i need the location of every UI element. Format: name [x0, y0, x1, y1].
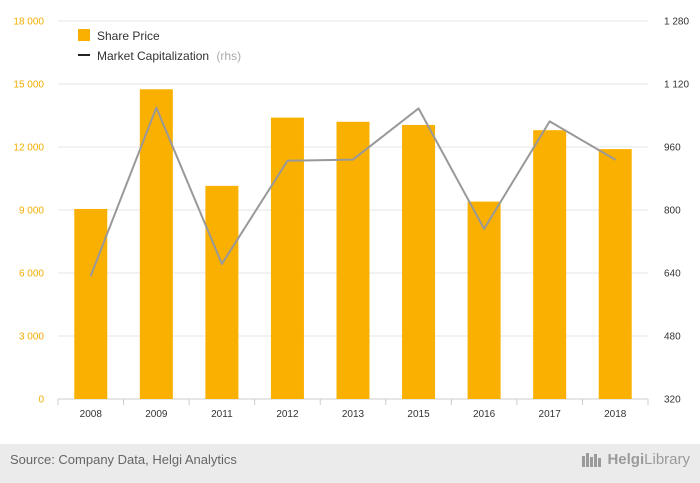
bar-2008 [74, 208, 108, 399]
x-tick-label: 2008 [80, 409, 103, 420]
market-cap-point-2016 [483, 228, 485, 230]
x-tick-label: 2012 [276, 409, 299, 420]
market-cap-point-2017 [548, 120, 551, 123]
x-tick-label: 2013 [342, 409, 365, 420]
bar-2013 [336, 121, 370, 400]
right-tick-label: 800 [664, 206, 681, 217]
left-tick-label: 18 000 [13, 17, 44, 28]
bar-2009 [139, 89, 173, 399]
legend-label-market-cap: Market Capitalization (rhs) [97, 49, 241, 63]
x-tick-label: 2015 [407, 409, 430, 420]
legend-label-share-price: Share Price [97, 29, 160, 43]
right-tick-label: 320 [664, 395, 681, 406]
bar-2011 [205, 185, 239, 399]
bar-2018 [598, 149, 632, 399]
x-tick-label: 2011 [211, 409, 233, 420]
bar-2012 [270, 117, 304, 399]
left-tick-label: 12 000 [13, 143, 44, 154]
bar-2015 [402, 124, 436, 399]
right-axis: 320 480 640 800 960 1 120 1 280 [664, 17, 689, 406]
legend-swatch-share-price [78, 29, 90, 41]
bar-series [74, 89, 632, 400]
x-tick-label: 2009 [145, 409, 168, 420]
right-tick-label: 1 120 [664, 80, 689, 91]
right-tick-label: 960 [664, 143, 681, 154]
market-cap-point-2013 [352, 158, 354, 161]
legend: Share Price Market Capitalization (rhs) [78, 29, 241, 63]
left-tick-label: 9 000 [19, 206, 44, 217]
market-cap-point-2008 [89, 274, 92, 277]
market-cap-point-2011 [221, 263, 223, 265]
market-cap-point-2009 [155, 106, 158, 109]
left-tick-label: 6 000 [19, 269, 44, 280]
right-tick-label: 480 [664, 332, 681, 343]
left-axis: 0 3 000 6 000 9 000 12 000 15 000 18 000 [13, 17, 44, 406]
legend-label-market-cap-name: Market Capitalization [97, 49, 209, 63]
left-tick-label: 0 [38, 395, 44, 406]
x-tick-label: 2017 [539, 409, 562, 420]
line-series [89, 106, 617, 277]
market-cap-point-2012 [286, 159, 289, 162]
x-tick-label: 2018 [604, 409, 627, 420]
x-tick-label: 2016 [473, 409, 496, 420]
market-cap-point-2018 [614, 158, 617, 161]
legend-label-rhs: (rhs) [216, 49, 241, 63]
chart: 0 3 000 6 000 9 000 12 000 15 000 18 000 320 48… [13, 17, 689, 421]
left-tick-label: 15 000 [13, 80, 44, 91]
market-cap-point-2015 [417, 107, 420, 110]
left-tick-label: 3 000 [19, 332, 44, 343]
source-note: Source: Company Data, Helgi Analytics [10, 452, 237, 467]
bar-2017 [533, 130, 567, 399]
x-axis: 2008 2009 2011 2012 2013 2015 2016 2017 2018 [57, 399, 649, 420]
library-books-icon [582, 453, 602, 467]
right-tick-label: 1 280 [664, 17, 689, 28]
bar-2016 [467, 201, 501, 399]
brand-name: HelgiLibrary [607, 450, 690, 468]
footer: Source: Company Data, Helgi Analytics He… [0, 444, 700, 483]
right-tick-label: 640 [664, 269, 681, 280]
helgi-library-logo: HelgiLibrary [581, 450, 690, 468]
